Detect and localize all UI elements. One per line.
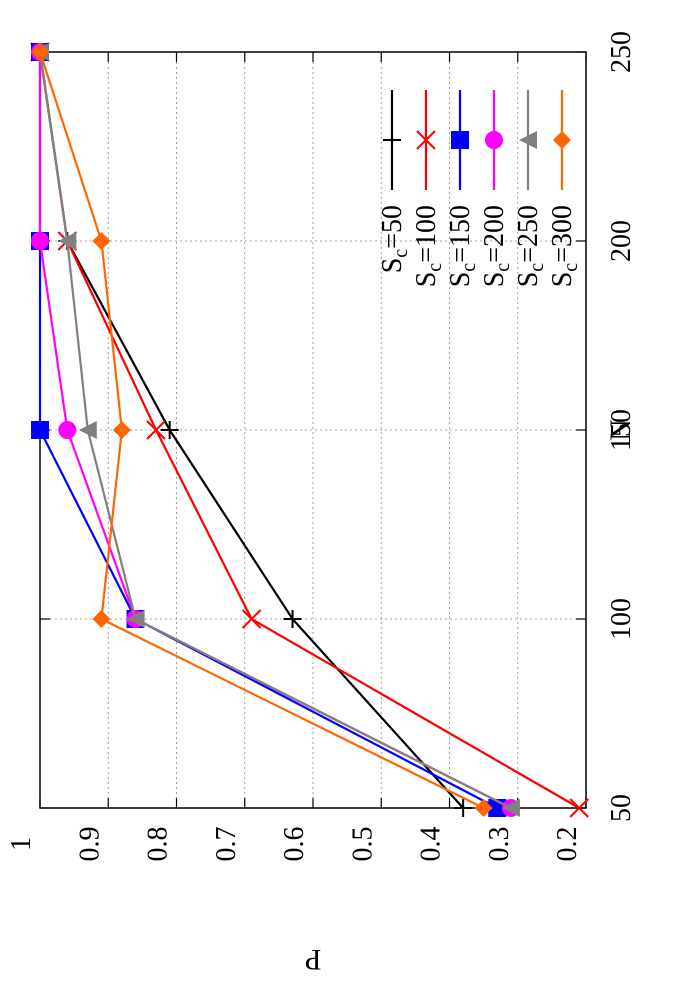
cross-marker <box>416 130 436 150</box>
triangle-marker <box>519 131 537 149</box>
cross-marker-stroke <box>569 798 589 818</box>
legend-label: Sc=150 <box>445 205 480 287</box>
legend-label-main: S <box>377 258 408 274</box>
legend-label-sub: c <box>424 263 446 272</box>
legend-label: Sc=100 <box>411 205 446 287</box>
triangle-marker <box>78 421 97 439</box>
x-tick-label: 100 <box>606 598 637 640</box>
diamond-marker <box>112 421 131 439</box>
legend-entry: Sc=50 <box>377 90 412 273</box>
cross-marker-stroke <box>146 420 166 440</box>
triangle-marker <box>501 799 520 817</box>
legend-entry: Sc=150 <box>445 90 480 287</box>
legend-entry: Sc=200 <box>479 90 514 287</box>
square-marker <box>451 131 469 149</box>
y-tick-label: 0.9 <box>74 827 105 862</box>
diamond-marker <box>553 131 571 149</box>
legend-label-value: =100 <box>411 205 442 263</box>
legend-label-value: =150 <box>445 205 476 263</box>
legend-label-main: S <box>411 272 442 288</box>
cross-marker <box>146 420 166 440</box>
legend-label: Sc=300 <box>547 205 582 287</box>
x-tick-label: 200 <box>606 220 637 262</box>
diamond-marker <box>92 610 111 628</box>
legend-label-sub: c <box>560 263 582 272</box>
circle-marker <box>58 421 77 439</box>
series-5 <box>31 43 493 817</box>
y-axis-title: P <box>305 943 322 976</box>
x-tick-label: 250 <box>606 31 637 73</box>
legend-label-main: S <box>445 272 476 288</box>
y-tick-label: 0.5 <box>347 827 378 862</box>
diamond-marker <box>92 232 111 250</box>
x-axis-title: N <box>604 419 637 441</box>
square-marker <box>31 421 49 439</box>
legend-label: Sc=50 <box>377 205 412 273</box>
series-layer <box>30 42 589 818</box>
legend-label: Sc=250 <box>513 205 548 287</box>
cross-marker <box>569 798 589 818</box>
legend-entry: Sc=100 <box>411 90 446 287</box>
y-tick-label: 1 <box>6 837 37 851</box>
y-tick-label: 0.3 <box>484 827 515 862</box>
legend-entry: Sc=300 <box>547 90 582 287</box>
legend-label-sub: c <box>458 263 480 272</box>
cross-marker <box>241 609 262 629</box>
y-tick-label: 0.4 <box>416 827 447 862</box>
triangle-marker <box>58 232 77 250</box>
plus-marker <box>160 421 179 439</box>
triangle-marker <box>126 610 145 628</box>
legend-label-sub: c <box>526 263 548 272</box>
legend-label-sub: c <box>492 263 514 272</box>
plus-marker <box>283 610 302 628</box>
legend-entry: Sc=250 <box>513 90 548 287</box>
y-tick-label: 0.2 <box>552 827 583 862</box>
y-tick-label: 0.8 <box>143 827 174 862</box>
y-tick-label: 0.6 <box>279 827 310 862</box>
ticks: 50 100 150 200 250 0.2 0.3 0.4 0.5 0.6 0.7 0.8 0.9 1 <box>6 31 637 862</box>
diamond-marker <box>31 43 49 61</box>
circle-marker <box>485 131 503 149</box>
x-tick-label: 50 <box>606 794 637 822</box>
legend-label-main: S <box>547 272 578 288</box>
plus-marker <box>454 799 473 817</box>
legend-label-value: =250 <box>513 205 544 263</box>
cross-marker-stroke <box>416 130 436 150</box>
legend-label-main: S <box>513 272 544 288</box>
legend-label-sub: c <box>390 249 412 258</box>
legend-label-main: S <box>479 272 510 288</box>
legend-label: Sc=200 <box>479 205 514 287</box>
legend-label-value: =300 <box>547 205 578 263</box>
x-tick-label: 150 <box>606 409 637 451</box>
legend-label-value: =50 <box>377 205 408 249</box>
cross-marker-stroke <box>241 609 262 629</box>
diamond-marker <box>474 799 493 817</box>
circle-marker <box>31 232 49 250</box>
legend-label-value: =200 <box>479 205 510 263</box>
y-tick-label: 0.7 <box>211 827 242 862</box>
plus-marker <box>383 131 401 149</box>
